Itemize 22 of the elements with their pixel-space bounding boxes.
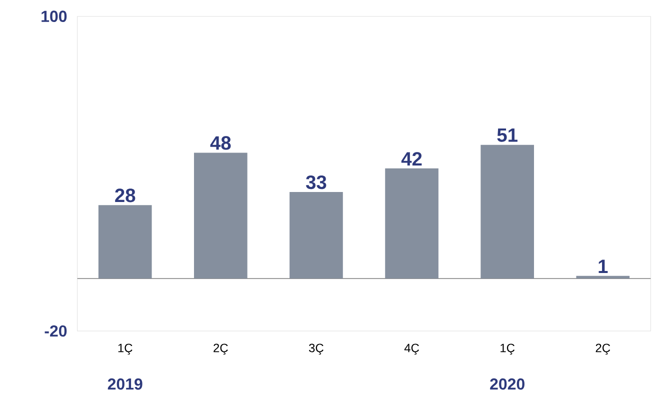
data-label: 48: [210, 136, 231, 150]
x-tick-label: 1Ç: [500, 344, 515, 355]
x-tick-label: 4Ç: [404, 344, 419, 355]
data-label: 42: [401, 152, 422, 166]
y-tick-label: 100: [42, 10, 67, 22]
bar: [480, 144, 534, 279]
bar: [385, 168, 438, 279]
y-tick-label: -20: [44, 325, 67, 337]
bar: [290, 192, 343, 279]
x-tick-label: 2Ç: [596, 344, 610, 355]
data-label: 1: [598, 260, 608, 273]
bar: [576, 276, 630, 279]
x-tick-label: 2Ç: [214, 344, 228, 355]
data-label: 51: [497, 128, 518, 142]
text: 2020: [490, 378, 524, 390]
data-label: 28: [115, 188, 136, 202]
data-label: 33: [306, 175, 326, 190]
bar: [98, 205, 152, 279]
x-tick-label: 1Ç: [118, 344, 132, 355]
bar: [194, 152, 248, 279]
x-tick-label: 3Ç: [309, 344, 324, 355]
text: 2019: [108, 378, 142, 390]
